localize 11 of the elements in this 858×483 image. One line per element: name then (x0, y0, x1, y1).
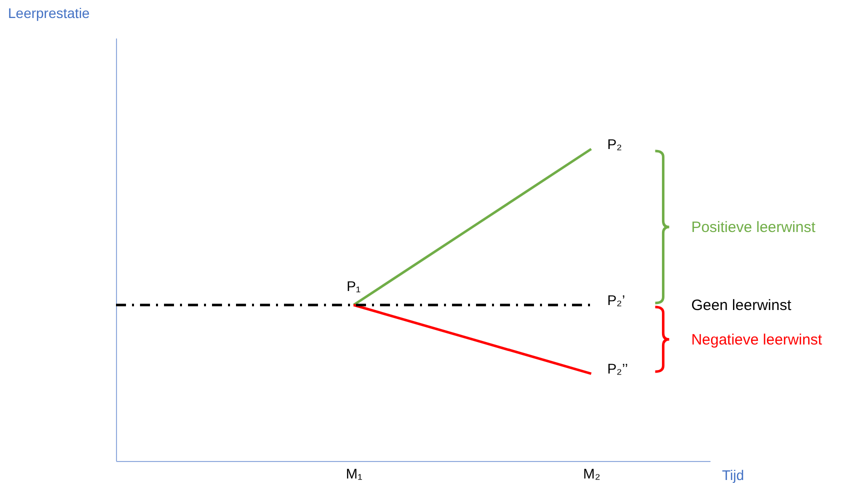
annotation: P₂’’ (607, 360, 628, 377)
x-tick-label: M₂ (583, 466, 600, 482)
text: Leerprestatie (8, 5, 90, 21)
annotation: P₂ (607, 136, 622, 152)
annotation: P₂’ (607, 292, 626, 308)
annotation: P₁ (346, 278, 361, 294)
x-tick-label: M₁ (346, 466, 363, 482)
annotation: Positieve leerwinst (691, 219, 816, 236)
annotation: Geen leerwinst (691, 297, 792, 314)
annotation: Negatieve leerwinst (691, 331, 823, 348)
text: Tijd (722, 467, 744, 483)
